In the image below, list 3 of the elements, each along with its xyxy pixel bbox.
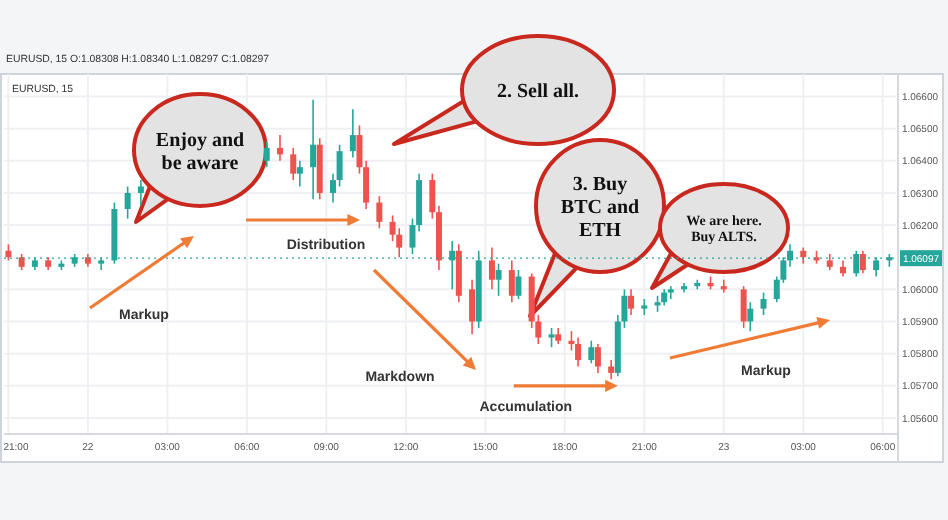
annotation: 3. Buy BTC and ETH (560, 174, 641, 242)
annotation: 2. Sell all. (496, 81, 581, 103)
annotation: Enjoy and be aware (155, 129, 246, 175)
